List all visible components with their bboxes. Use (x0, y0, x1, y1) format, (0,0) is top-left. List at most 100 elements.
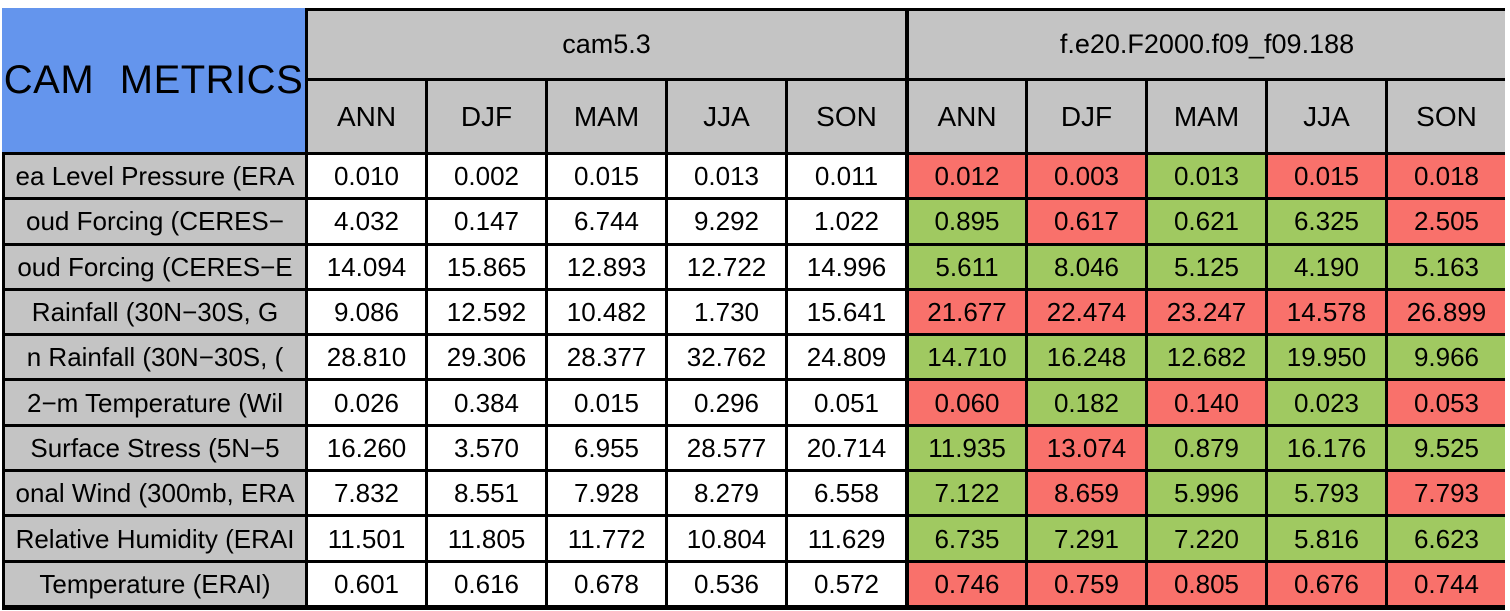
season-header: ANN (905, 78, 1025, 152)
season-header: MAM (545, 78, 665, 152)
metric-value-cell: 4.032 (305, 197, 425, 243)
metric-value-cell: 3.570 (425, 423, 545, 470)
metric-value-cell: 32.762 (665, 333, 785, 379)
metric-value-cell: 7.793 (1385, 469, 1505, 515)
metric-value-cell: 0.895 (905, 197, 1025, 243)
metric-value-cell: 15.641 (785, 287, 905, 334)
metric-value-cell: 6.623 (1385, 514, 1505, 560)
metric-value-cell: 0.012 (905, 152, 1025, 198)
row-label: Temperature (ERAI) (2, 559, 305, 605)
metrics-table: CAM METRICS cam5.3 f.e20.F2000.f09_f09.1… (2, 8, 1505, 610)
metric-value-cell: 7.220 (1145, 514, 1265, 560)
metric-value-cell: 0.744 (1385, 559, 1505, 605)
metric-value-cell: 0.879 (1145, 423, 1265, 470)
metric-value-cell: 5.611 (905, 242, 1025, 288)
metric-value-cell: 11.935 (905, 423, 1025, 470)
table-title: CAM METRICS (2, 8, 305, 152)
metric-value-cell: 16.248 (1025, 333, 1145, 379)
metric-value-cell: 15.865 (425, 242, 545, 288)
row-label: Surface Stress (5N−5 (2, 423, 305, 470)
season-header: JJA (1265, 78, 1385, 152)
metric-value-cell: 0.746 (905, 559, 1025, 605)
metric-value-cell: 0.147 (425, 197, 545, 243)
metric-value-cell: 24.809 (785, 333, 905, 379)
metric-value-cell: 28.577 (665, 423, 785, 470)
metric-value-cell: 14.578 (1265, 287, 1385, 334)
season-header: SON (1385, 78, 1505, 152)
metric-value-cell: 6.558 (785, 469, 905, 515)
metric-value-cell: 0.676 (1265, 559, 1385, 605)
metric-value-cell: 12.682 (1145, 333, 1265, 379)
metric-value-cell: 13.074 (1025, 423, 1145, 470)
metric-value-cell: 0.536 (665, 559, 785, 605)
metric-value-cell: 0.140 (1145, 378, 1265, 424)
metric-value-cell: 0.015 (1265, 152, 1385, 198)
metric-value-cell: 6.955 (545, 423, 665, 470)
row-label: onal Wind (300mb, ERA (2, 469, 305, 515)
metric-value-cell: 0.296 (665, 378, 785, 424)
row-label: Relative Humidity (ERAI (2, 514, 305, 560)
metric-value-cell: 0.011 (785, 152, 905, 198)
metric-value-cell: 20.714 (785, 423, 905, 470)
metric-value-cell: 1.022 (785, 197, 905, 243)
metric-value-cell: 7.291 (1025, 514, 1145, 560)
metric-value-cell: 28.377 (545, 333, 665, 379)
metric-value-cell: 21.677 (905, 287, 1025, 334)
metric-value-cell: 0.003 (1025, 152, 1145, 198)
row-label: oud Forcing (CERES− (2, 197, 305, 243)
metric-value-cell: 29.306 (425, 333, 545, 379)
metric-value-cell: 0.023 (1265, 378, 1385, 424)
metric-value-cell: 0.026 (305, 378, 425, 424)
metric-value-cell: 11.805 (425, 514, 545, 560)
metric-value-cell: 0.053 (1385, 378, 1505, 424)
metric-value-cell: 6.325 (1265, 197, 1385, 243)
row-label: oud Forcing (CERES−E (2, 242, 305, 288)
metric-value-cell: 5.125 (1145, 242, 1265, 288)
season-header: DJF (425, 78, 545, 152)
metric-value-cell: 19.950 (1265, 333, 1385, 379)
metric-value-cell: 0.013 (1145, 152, 1265, 198)
metric-value-cell: 8.659 (1025, 469, 1145, 515)
season-header: SON (785, 78, 905, 152)
row-label: ea Level Pressure (ERA (2, 152, 305, 198)
metric-value-cell: 8.046 (1025, 242, 1145, 288)
metric-value-cell: 22.474 (1025, 287, 1145, 334)
metric-value-cell: 0.805 (1145, 559, 1265, 605)
metric-value-cell: 5.816 (1265, 514, 1385, 560)
row-label: 2−m Temperature (Wil (2, 378, 305, 424)
metric-value-cell: 14.094 (305, 242, 425, 288)
metric-value-cell: 11.772 (545, 514, 665, 560)
metric-value-cell: 7.928 (545, 469, 665, 515)
model-header-cam53: cam5.3 (305, 8, 905, 78)
metric-value-cell: 11.629 (785, 514, 905, 560)
metric-value-cell: 16.260 (305, 423, 425, 470)
metric-value-cell: 5.793 (1265, 469, 1385, 515)
metric-value-cell: 0.002 (425, 152, 545, 198)
metric-value-cell: 12.592 (425, 287, 545, 334)
metric-value-cell: 26.899 (1385, 287, 1505, 334)
metric-value-cell: 0.182 (1025, 378, 1145, 424)
metric-value-cell: 0.013 (665, 152, 785, 198)
season-header: ANN (305, 78, 425, 152)
metric-value-cell: 1.730 (665, 287, 785, 334)
metric-value-cell: 0.015 (545, 378, 665, 424)
metric-value-cell: 7.832 (305, 469, 425, 515)
metric-value-cell: 0.015 (545, 152, 665, 198)
metric-value-cell: 14.996 (785, 242, 905, 288)
metric-value-cell: 8.551 (425, 469, 545, 515)
metric-value-cell: 12.722 (665, 242, 785, 288)
metric-value-cell: 16.176 (1265, 423, 1385, 470)
metric-value-cell: 7.122 (905, 469, 1025, 515)
season-header: DJF (1025, 78, 1145, 152)
metric-value-cell: 11.501 (305, 514, 425, 560)
metric-value-cell: 6.735 (905, 514, 1025, 560)
metric-value-cell: 0.617 (1025, 197, 1145, 243)
metric-value-cell: 0.616 (425, 559, 545, 605)
season-header: MAM (1145, 78, 1265, 152)
metric-value-cell: 9.525 (1385, 423, 1505, 470)
metric-value-cell: 0.678 (545, 559, 665, 605)
metric-value-cell: 0.051 (785, 378, 905, 424)
metric-value-cell: 0.060 (905, 378, 1025, 424)
metric-value-cell: 0.621 (1145, 197, 1265, 243)
